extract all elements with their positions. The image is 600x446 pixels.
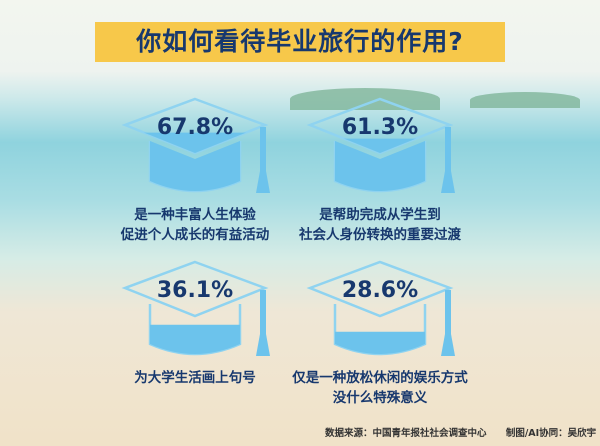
percentage-label: 28.6%: [341, 278, 419, 303]
label-line-1: 为大学生活画上句号: [134, 370, 256, 386]
graduation-cap-bar: [115, 258, 285, 368]
label-line-2: 社会人身份转换的重要过渡: [299, 227, 461, 243]
graduation-cap-bar: [115, 95, 285, 205]
category-label: 为大学生活画上句号: [90, 368, 300, 388]
percentage-label: 61.3%: [341, 115, 419, 140]
island: [290, 88, 440, 110]
label-line-1: 是帮助完成从学生到: [319, 207, 441, 223]
label-line-2: 没什么特殊意义: [332, 390, 428, 406]
source-credit: 数据来源：中国青年报社社会调查中心 制图/AI协同：吴欣宇: [325, 425, 600, 439]
tassel-cord: [260, 127, 266, 171]
category-label: 是帮助完成从学生到社会人身份转换的重要过渡: [275, 205, 485, 245]
label-line-1: 是一种丰富人生体验: [134, 207, 256, 223]
percentage-label: 67.8%: [156, 115, 234, 140]
tassel-icon: [441, 334, 455, 356]
island: [470, 92, 580, 108]
category-label: 是一种丰富人生体验 促进个人成长的有益活动: [90, 205, 300, 245]
label-line-2: 促进个人成长的有益活动: [120, 227, 270, 243]
graduation-cap-bar: [300, 95, 470, 205]
category-label: 仅是一种放松休闲的娱乐方式 没什么特殊意义: [275, 368, 485, 408]
label-line-1: 仅是一种放松休闲的娱乐方式: [292, 370, 468, 386]
page-title: 你如何看待毕业旅行的作用?: [95, 22, 505, 62]
graduation-cap-bar: [300, 258, 470, 368]
tassel-cord: [445, 290, 451, 334]
tassel-icon: [256, 171, 270, 193]
tassel-cord: [445, 127, 451, 171]
tassel-icon: [256, 334, 270, 356]
percentage-label: 36.1%: [156, 278, 234, 303]
tassel-icon: [441, 171, 455, 193]
credit: 制图/AI协同：吴欣宇: [505, 428, 597, 439]
tassel-cord: [260, 290, 266, 334]
data-source: 数据来源：中国青年报社社会调查中心: [325, 428, 487, 439]
